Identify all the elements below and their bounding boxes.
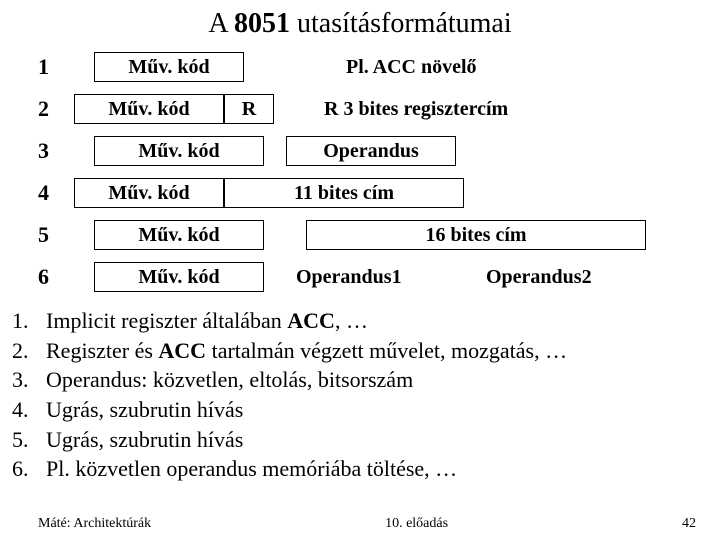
format-box: Műv. kód [94,136,264,166]
note-text: Implicit regiszter általában ACC, … [46,306,710,336]
format-rows: 1Műv. kódPl. ACC növelő2Műv. kódRR 3 bit… [38,46,710,298]
row-number: 1 [38,54,66,80]
row-number: 2 [38,96,66,122]
note-text: Ugrás, szubrutin hívás [46,425,710,455]
format-label: Operandus1 [296,262,402,292]
note-item: 1.Implicit regiszter általában ACC, … [12,306,710,336]
note-item: 6.Pl. közvetlen operandus memóriába tölt… [12,454,710,484]
format-box: 16 bites cím [306,220,646,250]
format-box: Műv. kód [74,94,224,124]
format-box: R [224,94,274,124]
note-item: 3.Operandus: közvetlen, eltolás, bitsors… [12,365,710,395]
note-number: 1. [12,306,46,336]
format-row: 4Műv. kód11 bites cím [38,172,710,214]
note-item: 4.Ugrás, szubrutin hívás [12,395,710,425]
format-label: Operandus2 [486,262,592,292]
slide-footer: Máté: Architektúrák 10. előadás 42 [0,516,720,532]
format-row: 6 Műv. kód Operandus1 Operandus2 [38,256,710,298]
format-row: 1 Műv. kód Pl. ACC növelő [38,46,710,88]
notes-list: 1.Implicit regiszter általában ACC, …2.R… [12,306,710,484]
note-number: 5. [12,425,46,455]
format-box: Műv. kód [94,220,264,250]
note-number: 4. [12,395,46,425]
format-row: 3 Műv. kód Operandus [38,130,710,172]
title-prefix: A [208,8,234,39]
footer-right: 42 [682,516,696,532]
row-number: 3 [38,138,66,164]
format-box: Műv. kód [94,52,244,82]
format-box: Operandus [286,136,456,166]
note-text: Regiszter és ACC tartalmán végzett művel… [46,336,710,366]
format-row: 2 Műv. kódR R 3 bites regisztercím [38,88,710,130]
row-body: Műv. kód Operandus [66,136,666,166]
title-suffix: utasításformátumai [290,8,512,39]
format-box: Műv. kód [94,262,264,292]
note-item: 2.Regiszter és ACC tartalmán végzett műv… [12,336,710,366]
row-number: 6 [38,264,66,290]
note-text: Operandus: közvetlen, eltolás, bitsorszá… [46,365,710,395]
note-number: 2. [12,336,46,366]
format-box: Műv. kód [74,178,224,208]
note-text: Pl. közvetlen operandus memóriába töltés… [46,454,710,484]
note-number: 3. [12,365,46,395]
footer-center: 10. előadás [385,516,448,532]
row-number: 5 [38,222,66,248]
format-box: 11 bites cím [224,178,464,208]
row-body: Műv. kód 16 bites cím [66,220,666,250]
title-bold: 8051 [234,8,290,39]
format-row: 5 Műv. kód 16 bites cím [38,214,710,256]
slide-title: A 8051 utasításformátumai [10,8,710,40]
row-body: Műv. kód Pl. ACC növelő [66,52,666,82]
row-body: Műv. kód Operandus1 Operandus2 [66,262,666,292]
slide: A 8051 utasításformátumai 1 Műv. kód Pl. A… [0,0,720,484]
note-text: Ugrás, szubrutin hívás [46,395,710,425]
note-number: 6. [12,454,46,484]
format-label: Pl. ACC növelő [346,52,477,82]
row-body: Műv. kódR R 3 bites regisztercím [66,94,666,124]
footer-left: Máté: Architektúrák [38,516,151,532]
row-body: Műv. kód11 bites cím [66,178,666,208]
note-item: 5.Ugrás, szubrutin hívás [12,425,710,455]
format-label: R 3 bites regisztercím [324,94,508,124]
row-number: 4 [38,180,66,206]
